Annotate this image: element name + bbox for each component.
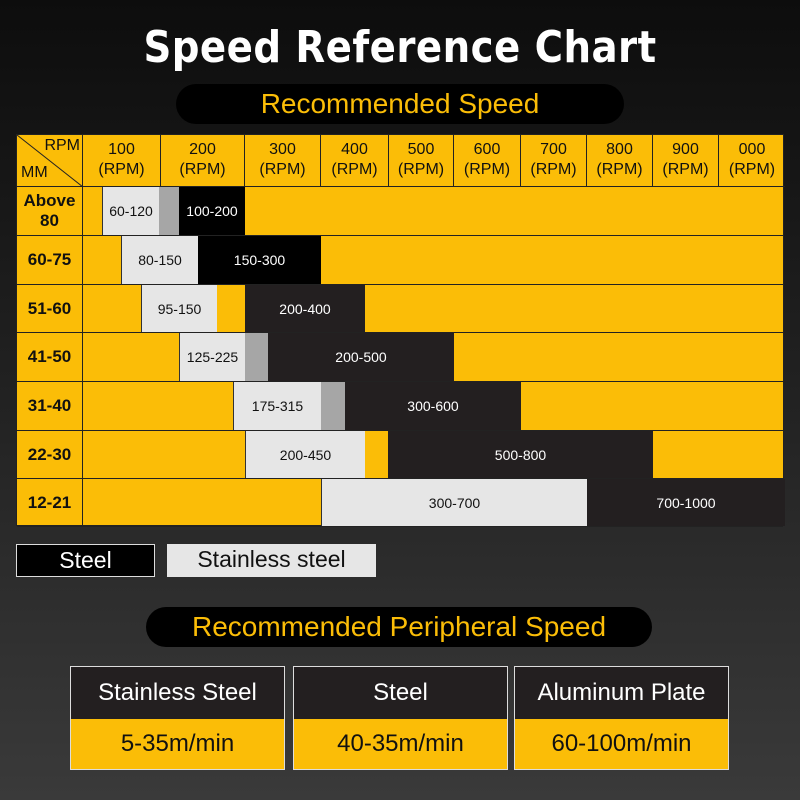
- column-value: 900: [672, 141, 699, 158]
- column-unit: (RPM): [179, 161, 226, 178]
- row-label: 51-60: [17, 285, 83, 333]
- column-header: 200 (RPM): [161, 135, 245, 187]
- row-background: [83, 382, 783, 431]
- column-unit: (RPM): [530, 161, 577, 178]
- column-header: 900 (RPM): [653, 135, 719, 187]
- stainless-range-bar: 95-150: [141, 285, 217, 332]
- column-header: 000 (RPM): [719, 135, 785, 187]
- row-label: Above 80: [17, 187, 83, 236]
- page-title: Speed Reference Chart: [143, 22, 657, 73]
- card-speed: 5-35m/min: [71, 719, 284, 769]
- column-header: 400 (RPM): [321, 135, 389, 187]
- column-value: 800: [606, 141, 633, 158]
- column-unit: (RPM): [98, 161, 145, 178]
- steel-range-bar: 500-800: [388, 431, 653, 478]
- column-value: 100: [108, 141, 135, 158]
- card-steel: Steel 40-35m/min: [293, 666, 508, 770]
- row-label: 31-40: [17, 382, 83, 431]
- column-unit: (RPM): [259, 161, 306, 178]
- column-value: 400: [341, 141, 368, 158]
- column-value: 500: [407, 141, 435, 158]
- card-stainless-steel: Stainless Steel 5-35m/min: [70, 666, 285, 770]
- corner-mm-label: MM: [21, 164, 48, 181]
- column-value: 300: [269, 141, 296, 158]
- row-background: [83, 431, 783, 479]
- stainless-range-bar: 175-315: [233, 382, 321, 430]
- column-header: 100 (RPM): [83, 135, 161, 187]
- stainless-range-bar: 80-150: [121, 236, 198, 284]
- column-unit: (RPM): [662, 161, 709, 178]
- legend-stainless-steel: Stainless steel: [167, 544, 376, 577]
- column-header: 700 (RPM): [521, 135, 587, 187]
- card-speed: 60-100m/min: [515, 719, 728, 769]
- recommended-speed-heading: Recommended Speed: [176, 84, 624, 124]
- overlap-bar: [159, 187, 179, 235]
- row-background: [83, 236, 783, 285]
- column-unit: (RPM): [463, 161, 511, 178]
- row-background: [83, 285, 783, 333]
- steel-range-bar: 100-200: [179, 187, 245, 235]
- row-label: 41-50: [17, 333, 83, 382]
- row-background: [83, 187, 783, 236]
- row-label: 22-30: [17, 431, 83, 479]
- speed-table: RPM MM 100 (RPM) 200 (RPM) 300 (RPM) 400 (RPM) 5…: [16, 134, 785, 527]
- stainless-range-bar: 125-225: [179, 333, 245, 381]
- column-header: 800 (RPM): [587, 135, 653, 187]
- card-material: Steel: [294, 667, 507, 719]
- row-background: [83, 479, 783, 527]
- column-unit: (RPM): [331, 161, 378, 178]
- steel-range-bar: 150-300: [198, 236, 321, 284]
- stainless-range-bar: 60-120: [102, 187, 159, 235]
- card-speed: 40-35m/min: [294, 719, 507, 769]
- column-value: 000: [738, 141, 766, 158]
- peripheral-speed-heading: Recommended Peripheral Speed: [146, 607, 652, 647]
- column-unit: (RPM): [397, 161, 445, 178]
- column-value: 700: [540, 141, 567, 158]
- column-unit: (RPM): [728, 161, 776, 178]
- column-header: 600 (RPM): [454, 135, 521, 187]
- legend-steel: Steel: [16, 544, 155, 577]
- row-label: 12-21: [17, 479, 83, 527]
- column-value: 600: [473, 141, 501, 158]
- column-unit: (RPM): [596, 161, 643, 178]
- stainless-range-bar: 200-450: [245, 431, 365, 478]
- row-background: [83, 333, 783, 382]
- card-aluminum-plate: Aluminum Plate 60-100m/min: [514, 666, 729, 770]
- row-label: 60-75: [17, 236, 83, 285]
- column-value: 200: [189, 141, 216, 158]
- steel-range-bar: 300-600: [345, 382, 521, 430]
- steel-range-bar: 700-1000: [587, 479, 785, 526]
- corner-rpm-label: RPM: [44, 137, 80, 154]
- card-material: Aluminum Plate: [515, 667, 728, 719]
- overlap-bar: [321, 382, 345, 430]
- stainless-range-bar: 300-700: [321, 479, 587, 526]
- column-header: 300 (RPM): [245, 135, 321, 187]
- corner-cell: RPM MM: [17, 135, 83, 187]
- column-header: 500 (RPM): [389, 135, 454, 187]
- diagonal-line: [17, 135, 83, 187]
- steel-range-bar: 200-500: [268, 333, 454, 381]
- overlap-bar: [245, 333, 268, 381]
- steel-range-bar: 200-400: [245, 285, 365, 332]
- card-material: Stainless Steel: [71, 667, 284, 719]
